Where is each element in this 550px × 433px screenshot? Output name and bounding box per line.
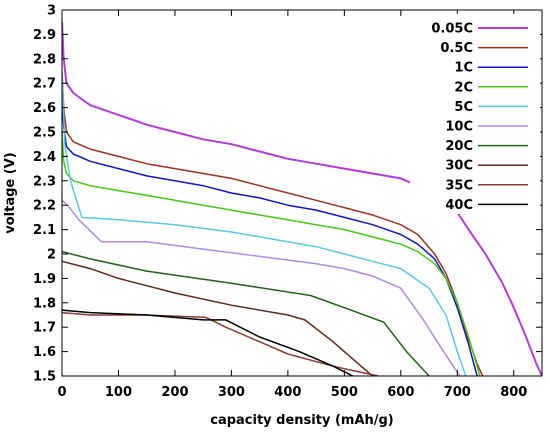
series-line-20C <box>62 250 430 376</box>
x-tick-label-100: 100 <box>105 385 132 400</box>
legend-label-2C: 2C <box>454 80 473 95</box>
legend-label-0.05C: 0.05C <box>431 22 473 37</box>
legend-background <box>410 14 540 214</box>
y-tick-label-1.9: 1.9 <box>33 272 56 287</box>
y-tick-label-2.3: 2.3 <box>33 174 56 189</box>
legend-label-10C: 10C <box>445 120 473 135</box>
y-tick-label-2.7: 2.7 <box>33 77 56 92</box>
plot-frame <box>61 9 543 377</box>
series-line-30C <box>62 260 374 376</box>
y-tick-label-1.5: 1.5 <box>33 370 56 385</box>
x-tick-labels: 0 100 200 300 400 500 600 700 800 <box>57 385 527 400</box>
y-tick-label-2: 2 <box>47 248 56 263</box>
legend-label-30C: 30C <box>445 159 473 174</box>
x-tick-label-400: 400 <box>274 385 301 400</box>
y-tick-label-2.2: 2.2 <box>33 199 56 214</box>
y-tick-label-2.1: 2.1 <box>33 223 56 238</box>
series-line-0.05C <box>62 22 542 376</box>
legend-label-20C: 20C <box>445 139 473 154</box>
legend-label-5C: 5C <box>454 100 473 115</box>
y-tick-label-1.8: 1.8 <box>33 296 56 311</box>
y-tick-label-1.7: 1.7 <box>33 321 56 336</box>
series-lines <box>62 22 542 376</box>
x-tick-label-800: 800 <box>500 385 527 400</box>
y-tick-label-1.6: 1.6 <box>33 345 56 360</box>
series-line-2C <box>62 131 481 376</box>
x-tick-label-700: 700 <box>444 385 471 400</box>
x-tick-label-500: 500 <box>331 385 358 400</box>
legend-label-35C: 35C <box>445 178 473 193</box>
y-tick-label-2.5: 2.5 <box>33 126 56 141</box>
y-tick-labels: 1.5 1.6 1.7 1.8 1.9 2 2.1 2.2 2.3 2.4 2.5 2.6 2.7 2.8… <box>33 4 56 385</box>
x-tick-label-0: 0 <box>57 385 66 400</box>
legend-label-40C: 40C <box>445 198 473 213</box>
series-line-40C <box>62 309 354 376</box>
y-tick-label-2.8: 2.8 <box>33 52 56 67</box>
series-line-35C <box>62 311 379 376</box>
x-axis-label: capacity density (mAh/g) <box>210 413 394 428</box>
y-tick-label-3: 3 <box>47 4 56 19</box>
y-tick-label-2.9: 2.9 <box>33 28 56 43</box>
series-line-5C <box>62 70 467 376</box>
x-tick-label-200: 200 <box>161 385 188 400</box>
y-axis-label: voltage (V) <box>3 152 18 233</box>
y-tick-label-2.6: 2.6 <box>33 101 56 116</box>
y-tick-label-2.4: 2.4 <box>33 150 56 165</box>
series-line-0.5C <box>62 70 484 376</box>
series-line-1C <box>62 95 478 376</box>
legend-label-0.5C: 0.5C <box>440 41 473 56</box>
series-line-10C <box>62 199 461 376</box>
legend-label-1C: 1C <box>454 61 473 76</box>
legend: 0.05C 0.5C 1C 2C 5C 10C 20C 30C 35C 40C <box>410 14 540 214</box>
x-tick-label-300: 300 <box>218 385 245 400</box>
x-tick-label-600: 600 <box>387 385 414 400</box>
